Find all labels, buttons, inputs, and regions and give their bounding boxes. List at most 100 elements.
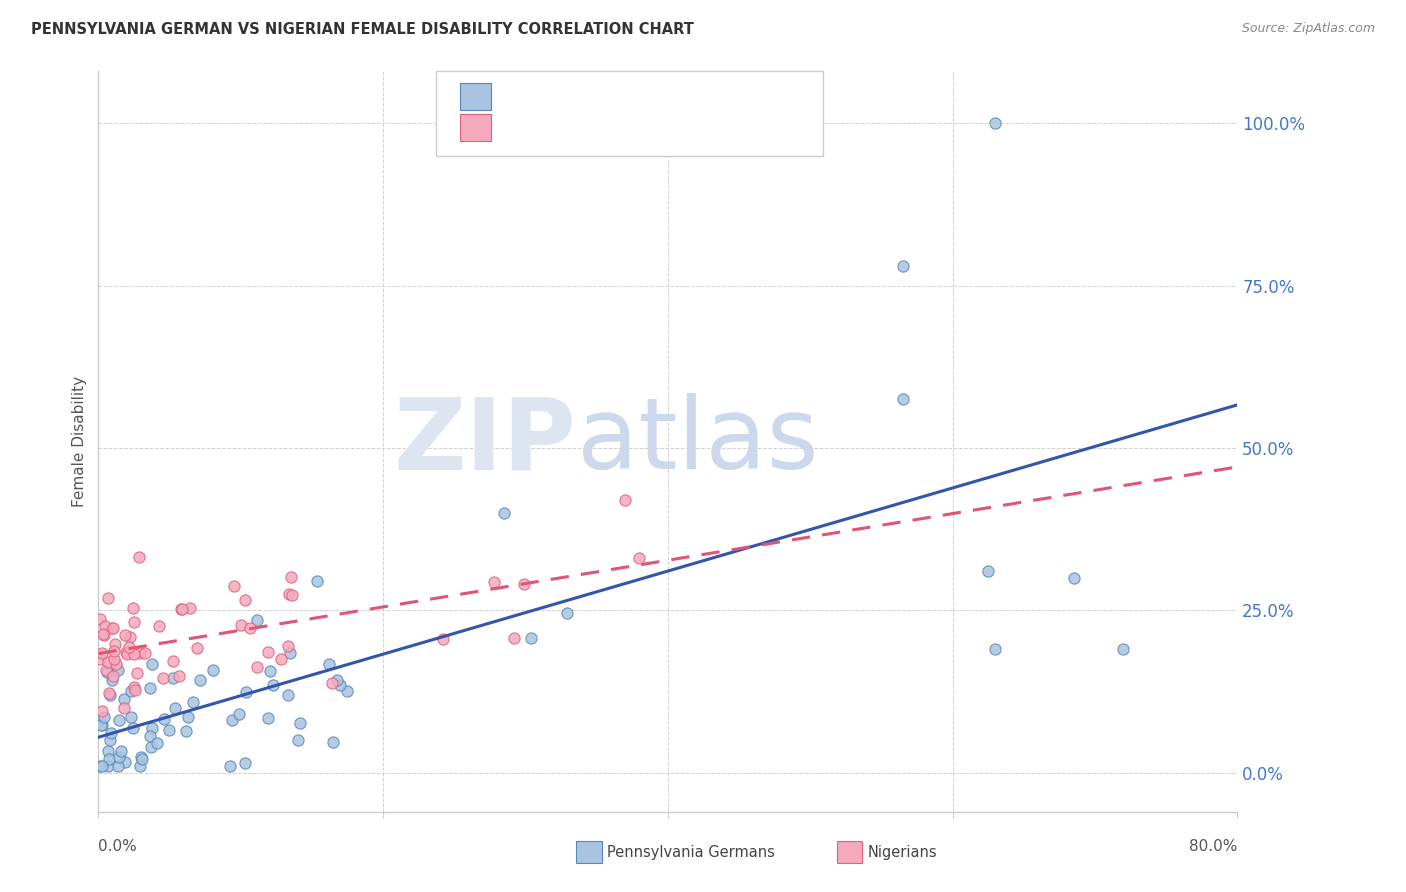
Point [118,640,141,655]
Point [181,695,204,709]
Point [257,645,280,659]
Point [141,657,163,672]
Point [977,565,1000,579]
Text: R =: R = [502,87,537,102]
Point [336,684,359,698]
Point [162,671,184,685]
Point [91,627,114,641]
Point [628,551,651,566]
Point [555,607,578,621]
Point [270,651,292,665]
Point [228,707,250,722]
Point [222,579,245,593]
Point [108,750,131,764]
Point [103,644,125,658]
Point [148,618,170,632]
Point [218,759,240,773]
Point [104,637,127,651]
Text: 70: 70 [628,87,651,102]
Point [891,259,914,273]
Point [287,732,309,747]
Point [122,721,145,735]
Point [157,723,180,738]
Point [103,669,125,683]
Point [90,704,112,718]
Point [186,641,208,656]
Point [891,392,914,407]
Point [188,673,211,687]
Point [201,663,224,677]
Point [120,684,142,698]
Point [93,628,115,642]
Point [108,713,131,727]
Point [97,744,120,758]
Point [141,721,163,735]
Point [174,723,197,738]
Text: 59: 59 [628,119,651,133]
Point [1063,571,1085,585]
Point [321,675,343,690]
Point [139,681,162,695]
Point [114,755,136,769]
Point [98,733,121,747]
Point [94,663,117,677]
Y-axis label: Female Disability: Female Disability [72,376,87,508]
Point [89,612,111,626]
Point [235,684,257,698]
Point [984,116,1007,130]
Point [239,621,262,635]
Point [221,713,243,727]
Text: R =: R = [502,119,537,133]
Point [277,688,299,702]
Text: 0.518: 0.518 [538,87,589,102]
Point [122,615,145,629]
Point [91,759,114,773]
Point [169,669,191,683]
Point [101,621,124,635]
Point [146,736,169,750]
Text: 80.0%: 80.0% [1189,838,1237,854]
Point [110,744,132,758]
Point [131,752,153,766]
Point [114,628,136,642]
Point [259,664,281,678]
Text: N =: N = [595,87,631,102]
Point [172,601,194,615]
Point [165,701,187,715]
Point [614,493,637,508]
Point [120,710,142,724]
Point [1112,642,1135,657]
Point [94,619,117,633]
Point [305,574,328,588]
Point [138,730,160,744]
Point [122,601,145,615]
Point [90,717,112,731]
Point [513,577,536,591]
Point [124,682,146,697]
Point [318,657,340,672]
Point [177,710,200,724]
Point [290,715,312,730]
Point [520,631,543,645]
Point [97,759,120,773]
Text: PENNSYLVANIA GERMAN VS NIGERIAN FEMALE DISABILITY CORRELATION CHART: PENNSYLVANIA GERMAN VS NIGERIAN FEMALE D… [31,22,693,37]
Point [139,740,162,755]
Text: N =: N = [595,119,631,133]
Point [246,613,269,627]
Point [100,726,122,740]
Point [179,600,201,615]
Text: 0.0%: 0.0% [98,838,138,854]
Point [280,646,302,660]
Point [233,756,256,770]
Point [162,654,184,668]
Text: Source: ZipAtlas.com: Source: ZipAtlas.com [1241,22,1375,36]
Point [129,749,152,764]
Point [90,718,112,732]
Point [101,622,124,636]
Point [322,735,344,749]
Point [432,632,454,646]
Point [107,759,129,773]
Point [169,602,191,616]
Text: ZIP: ZIP [394,393,576,490]
Point [93,710,115,724]
